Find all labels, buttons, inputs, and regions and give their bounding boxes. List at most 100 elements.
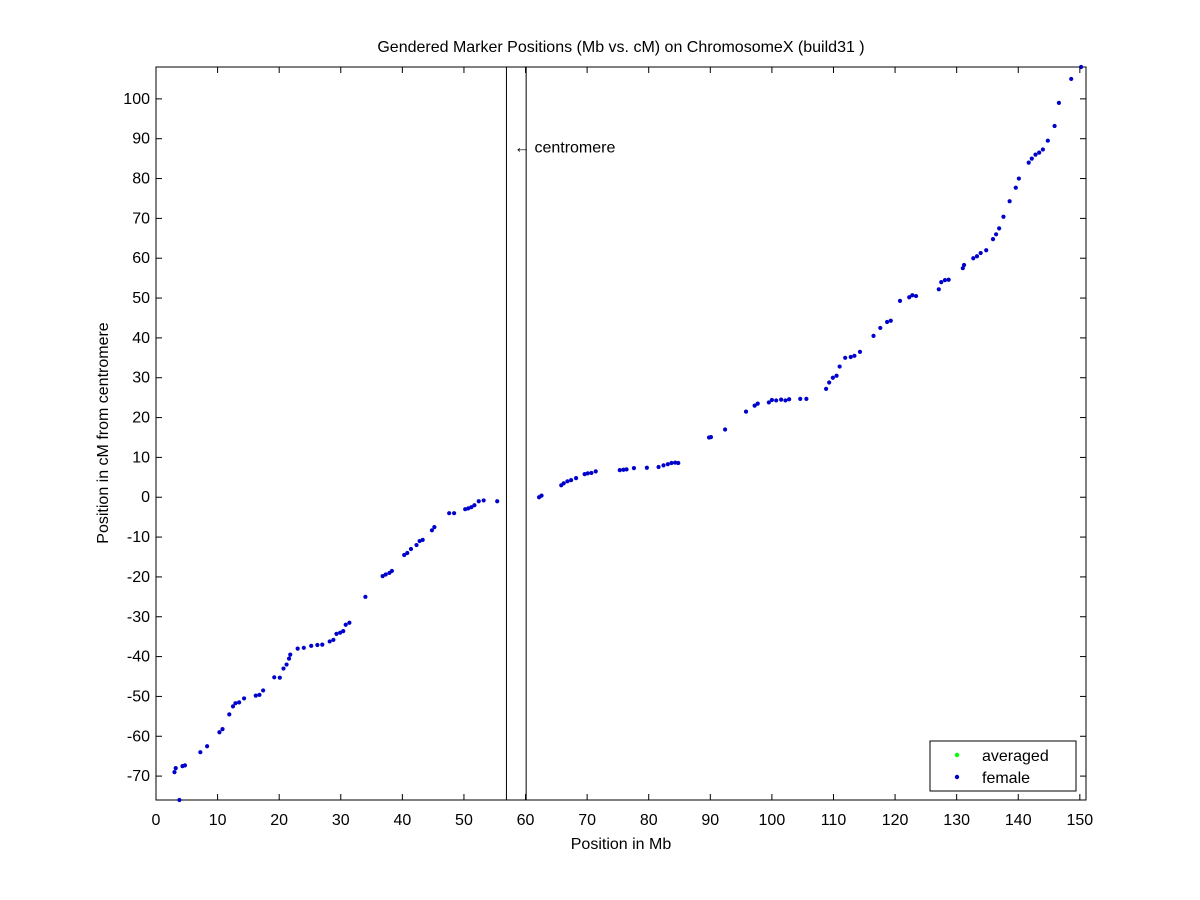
centromere-label: ← centromere (514, 140, 615, 157)
data-point-female (774, 398, 779, 403)
data-point-female (857, 349, 863, 354)
data-point-female (447, 511, 452, 516)
x-axis-label: Position in Mb (571, 836, 672, 853)
data-point-female (1069, 76, 1074, 82)
data-point-female (227, 712, 232, 717)
data-point-female (182, 763, 188, 768)
data-point-female (946, 277, 951, 282)
data-point-female (573, 476, 579, 481)
data-point-female (1056, 100, 1062, 105)
plot-frame (155, 66, 1087, 801)
data-point-female (301, 645, 306, 650)
y-tick-label: -50 (127, 688, 150, 705)
data-point-female (341, 628, 346, 634)
data-point-female (936, 287, 941, 292)
x-tick-label: 110 (821, 812, 847, 829)
data-point-female (569, 478, 574, 483)
data-point-female (432, 525, 437, 530)
data-point-female (843, 355, 848, 360)
legend: averaged female (929, 740, 1077, 792)
data-point-female (295, 646, 300, 651)
chart-title: Gendered Marker Positions (Mb vs. cM) on… (377, 39, 864, 56)
data-point-female (233, 701, 238, 706)
data-point-female (1040, 147, 1045, 152)
data-point-female (288, 652, 293, 657)
data-point-female (837, 364, 842, 369)
legend-box (929, 740, 1077, 792)
x-tick-label: 10 (209, 812, 227, 829)
female-points (172, 64, 1084, 803)
data-point-female (177, 797, 182, 803)
data-point-female (217, 730, 222, 735)
x-tick-label: 140 (1005, 812, 1032, 829)
y-tick-label: 100 (123, 91, 150, 108)
data-point-female (1029, 156, 1034, 161)
data-point-female (380, 574, 385, 579)
data-point-female (971, 256, 976, 261)
data-point-female (997, 226, 1002, 231)
x-tick-label: 20 (270, 812, 288, 829)
legend-marker-averaged (954, 752, 960, 758)
legend-marker-female (954, 774, 960, 780)
y-axis-label: Position in cM from centromere (95, 322, 112, 544)
data-point-female (561, 481, 566, 486)
data-point-female (230, 704, 236, 709)
data-point-female (766, 400, 771, 405)
data-point-female (172, 770, 177, 775)
data-point-female (830, 375, 835, 380)
data-point-female (871, 333, 876, 338)
x-tick-label: 40 (393, 812, 411, 829)
y-tick-label: 50 (132, 290, 150, 307)
x-tick-label: 100 (759, 812, 786, 829)
data-point-female (665, 462, 670, 467)
data-point-female (804, 396, 809, 401)
data-point-female (241, 696, 247, 701)
data-point-female (1033, 152, 1038, 157)
data-point-female (755, 401, 760, 406)
data-point-female (405, 550, 410, 556)
data-point-female (272, 675, 277, 680)
y-tick-label: -70 (127, 768, 150, 785)
data-point-female (939, 280, 944, 285)
data-point-female (320, 642, 325, 647)
data-point-female (451, 511, 457, 516)
data-point-female (402, 552, 407, 558)
data-point-female (343, 622, 348, 627)
data-point-female (237, 700, 242, 705)
y-axis-ticks: -70 -60 -50 -40 -30 -20 -10 0 10 20 30 40 50 60 70 80 90… (123, 91, 1086, 785)
data-point-female (198, 750, 203, 755)
y-tick-label: 40 (132, 330, 150, 347)
data-point-female (888, 318, 893, 323)
data-point-female (593, 469, 598, 474)
x-tick-label: 90 (701, 812, 719, 829)
y-tick-label: 10 (132, 449, 150, 466)
data-point-female (315, 642, 320, 648)
data-point-female (884, 319, 890, 325)
data-point-female (897, 298, 903, 303)
data-point-female (1016, 176, 1021, 181)
data-point-female (848, 354, 853, 360)
x-tick-label: 120 (882, 812, 909, 829)
data-point-female (878, 325, 883, 331)
data-point-female (383, 572, 388, 577)
data-point-female (363, 594, 368, 599)
y-tick-label: 70 (132, 210, 150, 227)
data-point-female (327, 639, 332, 644)
data-point-female (779, 397, 784, 402)
data-point-female (823, 386, 829, 391)
data-point-female (769, 397, 774, 403)
data-point-female (408, 546, 414, 552)
x-tick-label: 30 (332, 812, 350, 829)
y-tick-label: -10 (127, 529, 150, 546)
data-point-female (309, 643, 314, 648)
y-tick-label: -30 (127, 609, 150, 626)
data-point-female (286, 656, 292, 661)
data-point-female (978, 250, 983, 256)
data-point-female (173, 766, 178, 771)
data-point-female (827, 380, 832, 385)
data-point-female (481, 498, 486, 503)
data-point-female (476, 499, 481, 504)
y-tick-label: 0 (141, 489, 150, 506)
data-point-female (834, 373, 839, 378)
data-point-female (389, 568, 394, 574)
